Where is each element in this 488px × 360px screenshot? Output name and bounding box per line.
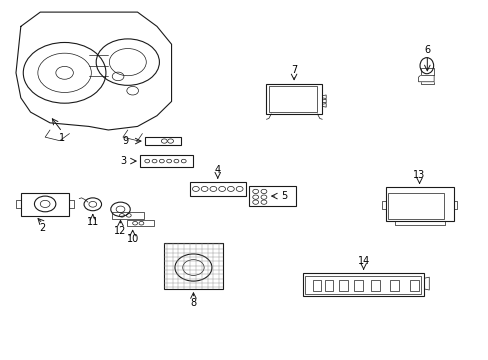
Bar [305, 276, 420, 294]
Bar [353, 280, 362, 292]
Text: 4: 4 [214, 165, 221, 175]
Text: 13: 13 [412, 170, 425, 180]
Bar [385, 187, 453, 221]
Bar [112, 212, 143, 219]
Bar [370, 280, 379, 292]
Bar [144, 137, 181, 145]
Bar [190, 182, 245, 196]
Bar [389, 280, 398, 292]
Text: 8: 8 [190, 298, 196, 308]
Text: 7: 7 [290, 65, 297, 75]
Bar [126, 220, 153, 226]
Bar [249, 186, 295, 206]
Bar [312, 280, 321, 292]
Bar [164, 243, 222, 289]
Text: 9: 9 [122, 136, 128, 146]
Text: 11: 11 [86, 217, 99, 227]
Text: 12: 12 [114, 226, 126, 236]
Text: 3: 3 [120, 156, 126, 166]
Bar [302, 273, 424, 296]
Text: 2: 2 [40, 223, 46, 233]
Text: 14: 14 [357, 256, 369, 266]
Bar [21, 193, 69, 216]
Bar [268, 86, 317, 112]
Bar [387, 193, 443, 219]
Bar [409, 280, 418, 292]
Text: 5: 5 [281, 191, 287, 201]
Bar [266, 84, 322, 114]
Bar [140, 155, 193, 167]
Bar [420, 68, 433, 75]
Text: 10: 10 [126, 234, 139, 244]
Text: 1: 1 [59, 133, 65, 143]
Text: 6: 6 [424, 45, 429, 55]
Bar [324, 280, 333, 292]
Bar [339, 280, 347, 292]
